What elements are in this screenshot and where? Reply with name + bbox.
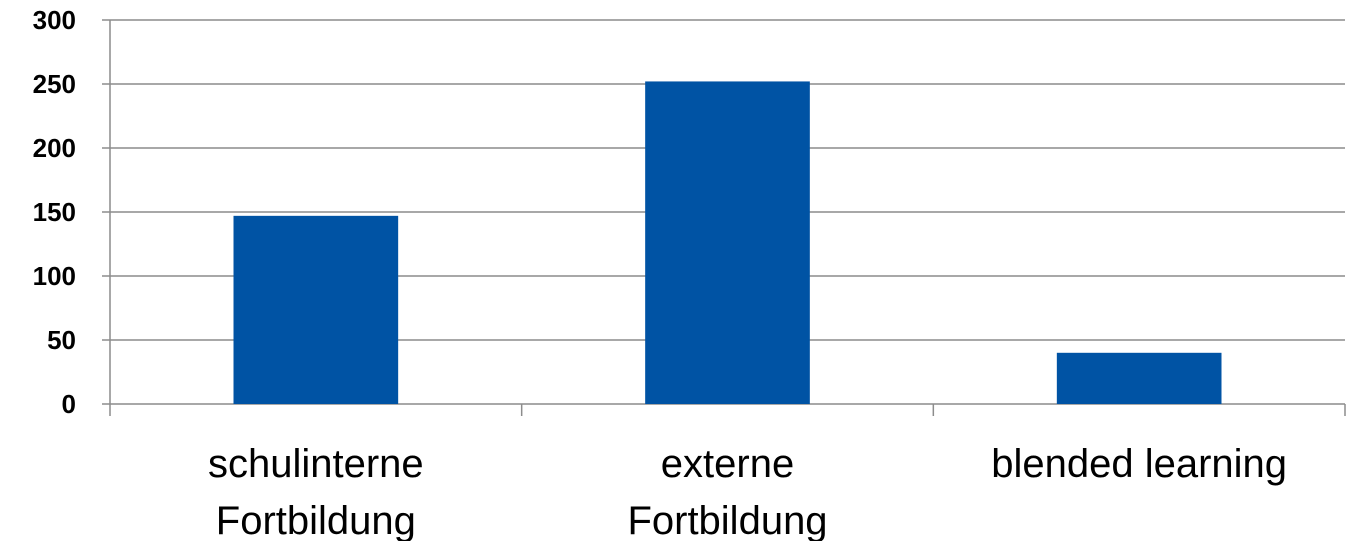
y-tick-label: 300 bbox=[33, 5, 76, 35]
x-tick-label: Fortbildung bbox=[216, 499, 416, 541]
y-tick-label: 50 bbox=[47, 325, 76, 355]
x-tick-label: Fortbildung bbox=[627, 499, 827, 541]
x-tick-label: schulinterne bbox=[208, 442, 424, 486]
bar bbox=[645, 81, 810, 404]
bar bbox=[1056, 352, 1222, 404]
y-tick-label: 150 bbox=[33, 197, 76, 227]
y-tick-label: 250 bbox=[33, 69, 76, 99]
y-tick-label: 0 bbox=[62, 389, 76, 419]
y-tick-label: 200 bbox=[33, 133, 76, 163]
bar bbox=[233, 215, 399, 404]
y-tick-label: 100 bbox=[33, 261, 76, 291]
x-tick-label: blended learning bbox=[991, 442, 1287, 486]
x-tick-label: externe bbox=[661, 442, 794, 486]
